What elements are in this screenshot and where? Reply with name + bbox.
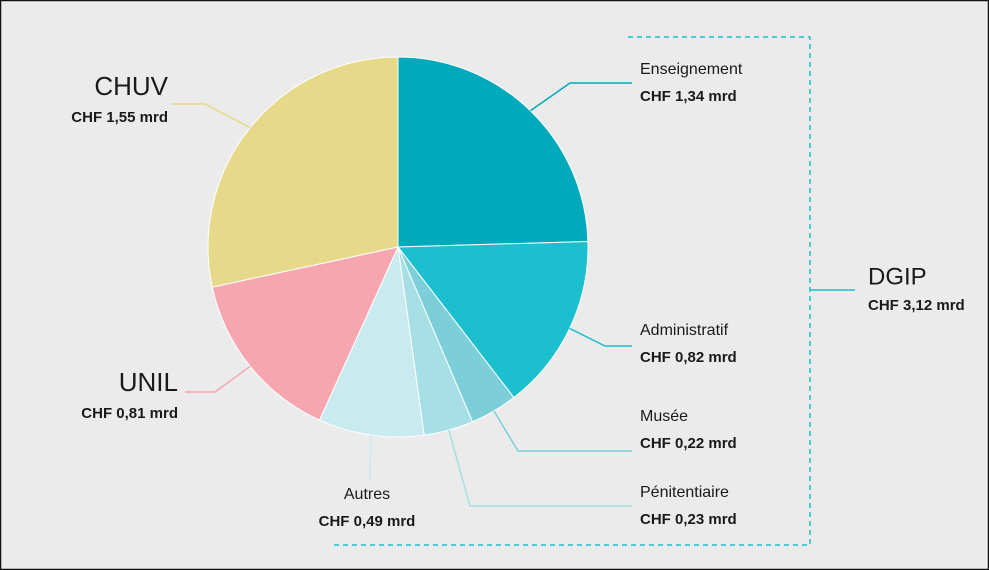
leader-line <box>493 410 632 452</box>
leader-line <box>448 429 632 507</box>
value-label: CHF 0,81 mrd <box>81 405 178 422</box>
pie-slice <box>397 56 589 248</box>
pie-slice <box>397 241 589 399</box>
slice-label: Autres <box>344 486 390 503</box>
leader-line <box>369 435 372 481</box>
slice-label: UNIL <box>119 367 178 397</box>
group-value-label: CHF 3,12 mrd <box>868 297 965 314</box>
slice-label: Enseignement <box>640 61 743 78</box>
group-bracket <box>330 36 811 546</box>
slice-label: Administratif <box>640 322 729 339</box>
leader-line <box>529 82 632 112</box>
slice-label: Pénitentiaire <box>640 484 729 501</box>
slice-label: CHUV <box>94 71 168 101</box>
value-label: CHF 0,82 mrd <box>640 349 737 366</box>
value-label: CHF 0,49 mrd <box>319 513 416 530</box>
value-label: CHF 1,34 mrd <box>640 88 737 105</box>
value-label: CHF 0,23 mrd <box>640 511 737 528</box>
leader-line <box>172 103 251 129</box>
slice-label: Musée <box>640 408 688 425</box>
pie-slice <box>318 245 425 438</box>
group-name: DGIP <box>868 263 927 290</box>
value-label: CHF 1,55 mrd <box>71 109 168 126</box>
value-label: CHF 0,22 mrd <box>640 435 737 452</box>
leader-line <box>569 327 632 347</box>
leader-line <box>185 365 251 393</box>
